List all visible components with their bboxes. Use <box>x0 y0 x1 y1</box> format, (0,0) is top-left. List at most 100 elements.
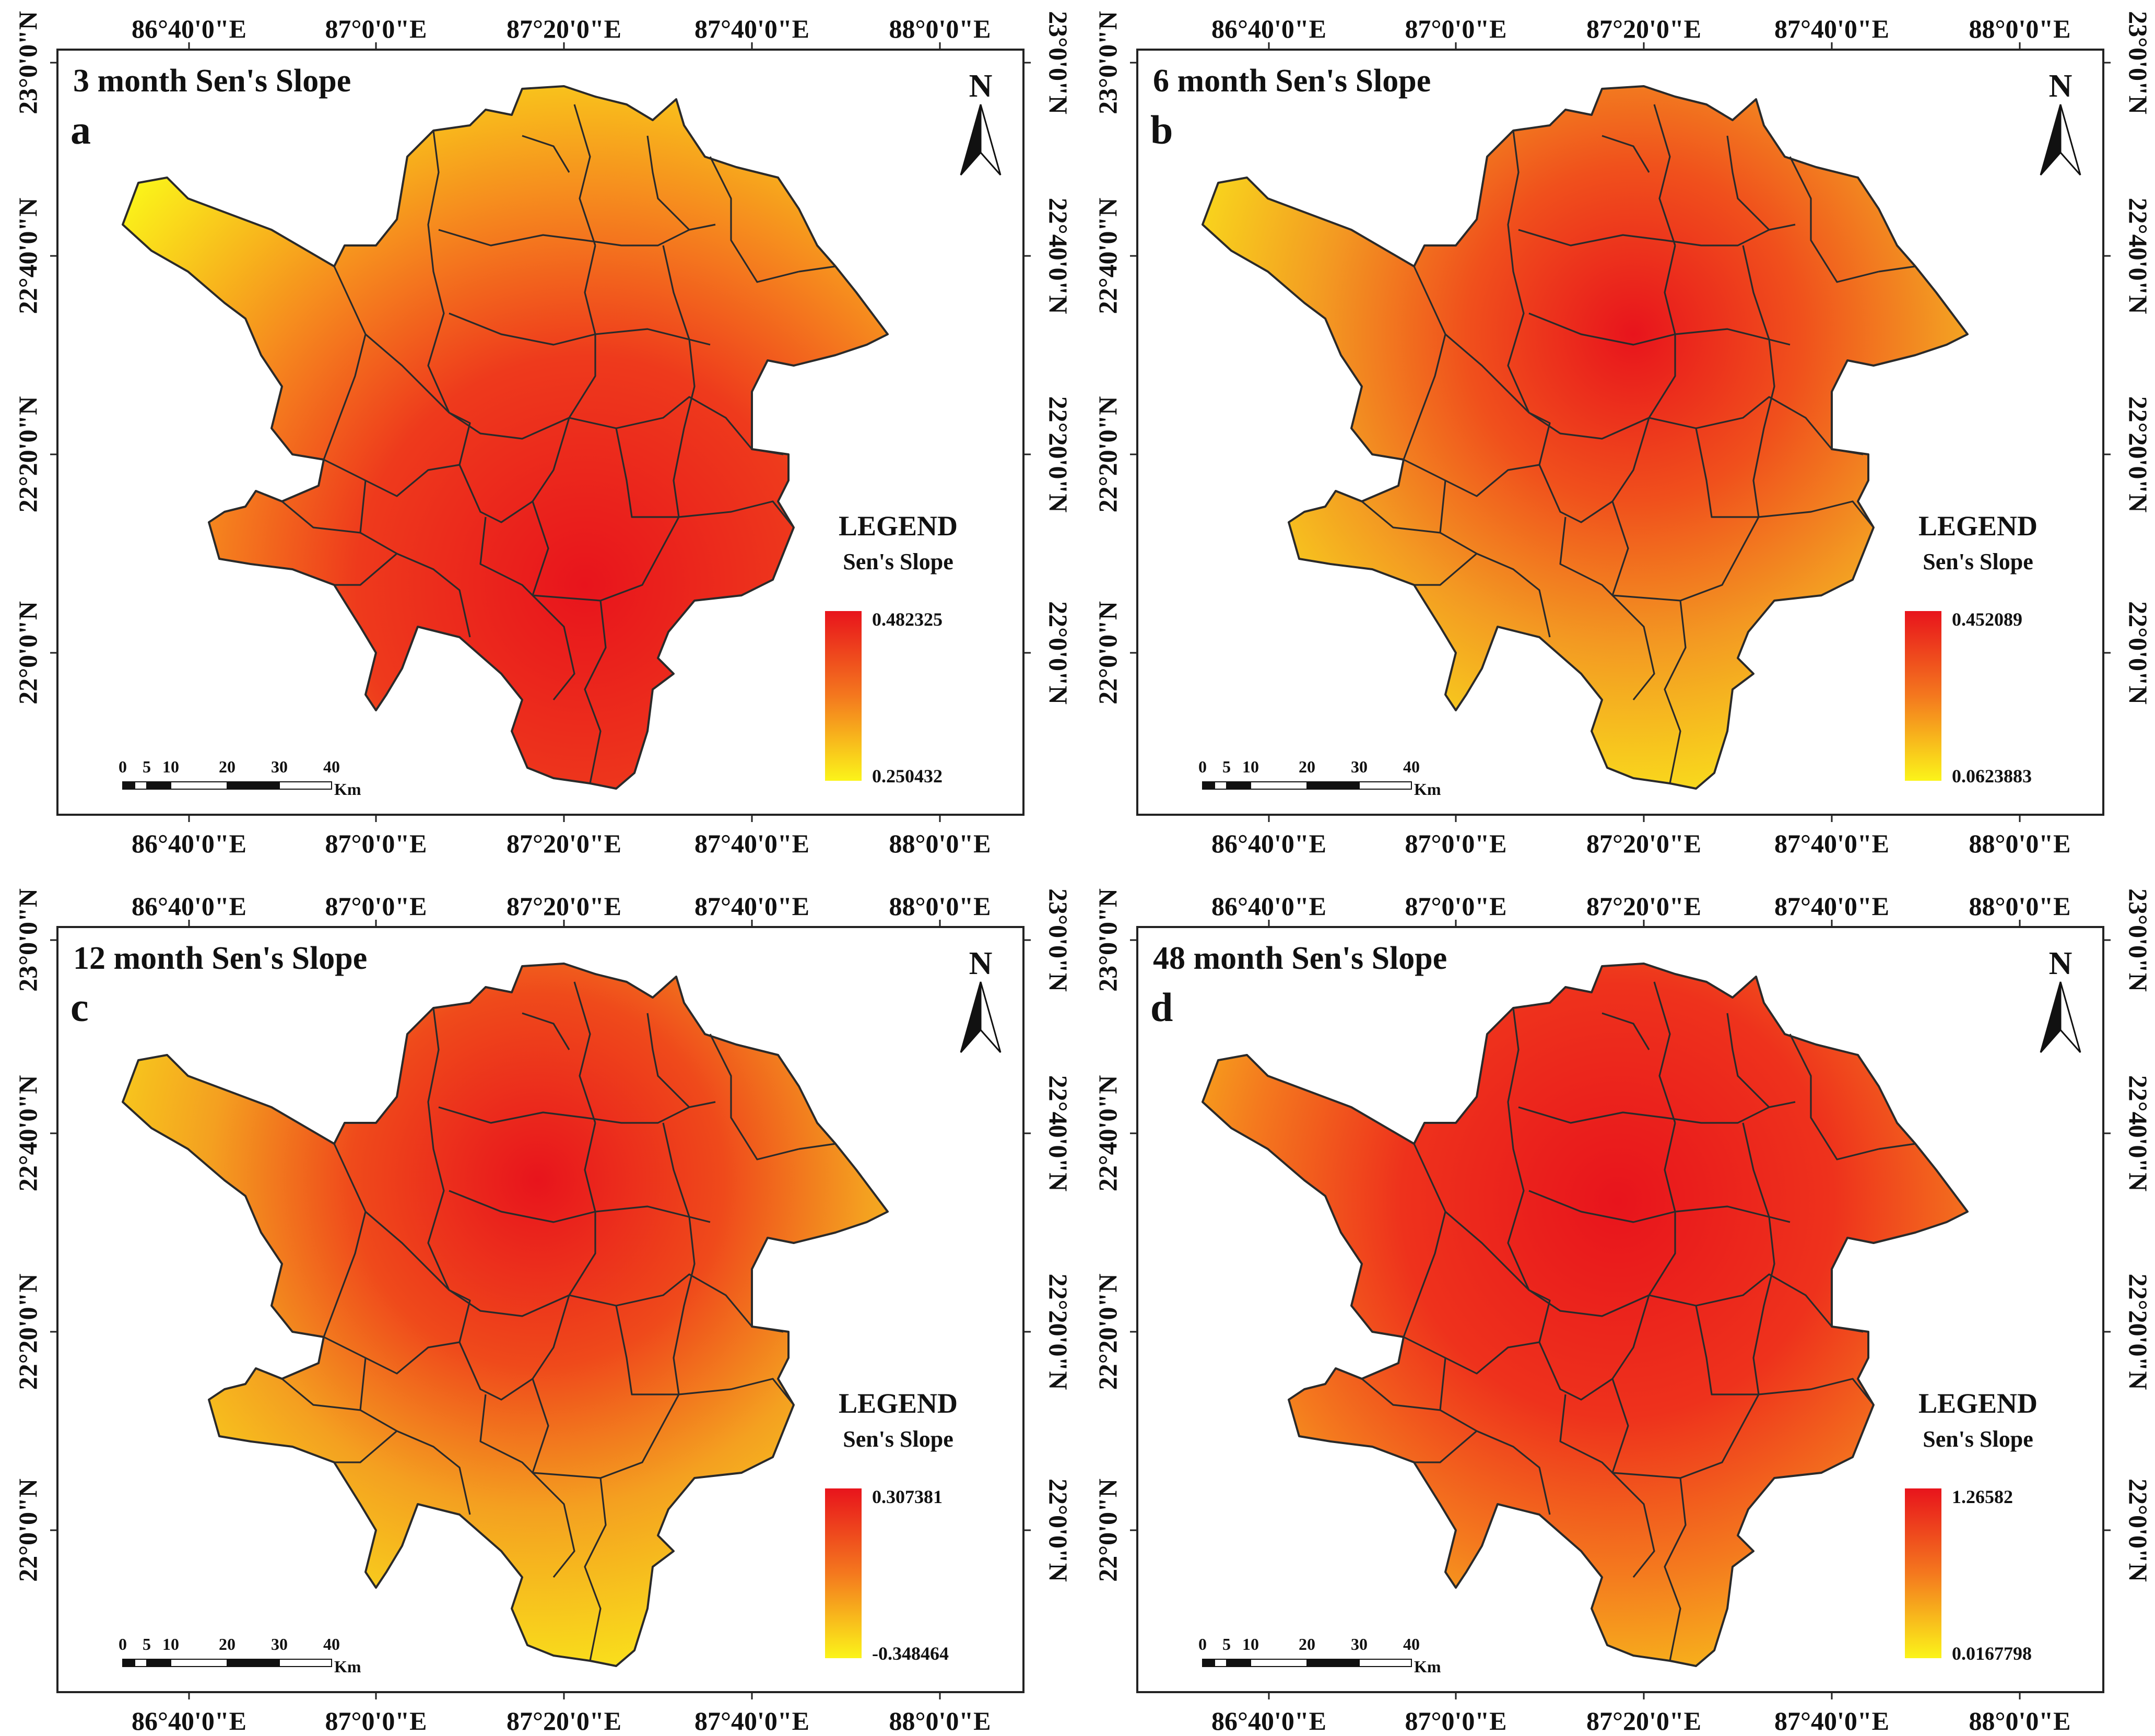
block-boundary <box>1439 480 1551 638</box>
lat-label-left: 22°40'0"N <box>1093 198 1122 314</box>
block-boundary <box>1444 1211 1530 1291</box>
panel-letter: a <box>70 107 91 153</box>
map-panel-c: 86°40'0"E 86°40'0"E 87°0'0"E 87°0'0"E 87°20'… <box>13 888 1073 1735</box>
scale-tick-label: 0 <box>119 757 127 776</box>
lat-label-left: 22°0'0"N <box>13 1479 42 1582</box>
block-boundary <box>1878 265 1916 273</box>
scale-tick-label: 5 <box>143 757 151 776</box>
lon-label-top: 86°40'0"E <box>132 14 246 43</box>
block-boundary <box>1831 1326 1864 1333</box>
lon-label-top: 87°40'0"E <box>694 892 809 921</box>
scale-tick-label: 10 <box>162 757 179 776</box>
lon-label-top: 88°0'0"E <box>889 892 991 921</box>
block-boundary <box>1361 1378 1441 1411</box>
lat-label-right: 22°40'0"N <box>1044 198 1073 314</box>
panel-title: 12 month Sen's Slope <box>73 941 367 976</box>
block-boundary <box>1414 1430 1478 1463</box>
panel-title: 6 month Sen's Slope <box>1153 63 1431 99</box>
lon-label-bottom: 88°0'0"E <box>889 1706 991 1735</box>
lon-label-bottom: 86°40'0"E <box>132 829 246 858</box>
block-boundary <box>709 156 799 283</box>
north-label: N <box>2049 946 2072 981</box>
map-frame <box>1136 49 2104 816</box>
scale-tick-label: 30 <box>1351 1635 1368 1653</box>
lon-label-bottom: 88°0'0"E <box>1969 829 2071 858</box>
lat-label-right: 23°0'0"N <box>2124 11 2153 114</box>
block-boundary <box>458 1342 533 1401</box>
block-boundary <box>1758 1378 1875 1405</box>
block-boundary <box>359 1357 471 1515</box>
lat-label-left: 22°20'0"N <box>1093 396 1122 513</box>
legend-heading: LEGEND <box>839 1388 958 1419</box>
block-boundary <box>1726 1013 1770 1108</box>
scale-unit: Km <box>334 1657 361 1676</box>
lon-label-top: 87°20'0"E <box>1586 14 1701 43</box>
lat-label-left: 23°0'0"N <box>13 888 42 992</box>
scale-tick-label: 30 <box>1351 757 1368 776</box>
lat-label-left: 23°0'0"N <box>1093 11 1122 114</box>
scale-tick-label: 20 <box>1299 757 1315 776</box>
panel-title: 3 month Sen's Slope <box>73 63 351 99</box>
legend-max-value: 0.482325 <box>872 609 943 630</box>
block-boundary <box>1758 500 1875 528</box>
lon-label-bottom: 87°20'0"E <box>507 829 621 858</box>
north-label: N <box>2049 68 2072 104</box>
lat-label-left: 22°20'0"N <box>1093 1274 1122 1390</box>
scale-tick-label: 10 <box>162 1635 179 1653</box>
block-boundary <box>615 428 679 518</box>
north-arrow-icon <box>2040 981 2081 1053</box>
block-boundary <box>798 1143 836 1150</box>
scale-tick-label: 20 <box>1299 1635 1315 1653</box>
scale-unit: Km <box>1414 780 1441 799</box>
lon-label-top: 87°0'0"E <box>1405 14 1507 43</box>
lat-label-left: 22°0'0"N <box>1093 1479 1122 1582</box>
lon-label-bottom: 88°0'0"E <box>889 829 991 858</box>
block-boundary <box>1518 1101 1796 1124</box>
lon-label-bottom: 87°20'0"E <box>1586 829 1701 858</box>
block-boundary <box>573 981 596 1123</box>
block-boundary <box>359 480 471 638</box>
block-boundary <box>751 448 784 455</box>
block-boundary <box>1742 245 1775 518</box>
block-boundary <box>532 1394 680 1479</box>
block-boundary <box>323 266 367 460</box>
scale-tick-label: 40 <box>323 1635 340 1653</box>
block-boundary <box>438 224 716 247</box>
block-boundary <box>522 1012 570 1050</box>
scale-bar <box>122 781 332 790</box>
lon-label-top: 87°40'0"E <box>1774 892 1889 921</box>
block-boundary <box>1439 1357 1551 1515</box>
map-frame <box>56 926 1024 1693</box>
block-boundary <box>427 1007 471 1343</box>
lon-label-top: 87°0'0"E <box>325 14 427 43</box>
block-boundary <box>1695 428 1759 518</box>
legend-min-value: -0.348464 <box>872 1643 949 1664</box>
lat-label-left: 22°20'0"N <box>13 396 42 513</box>
block-boundary <box>646 1013 690 1108</box>
lon-label-top: 86°40'0"E <box>1211 14 1326 43</box>
lat-label-right: 22°20'0"N <box>2124 1274 2153 1390</box>
block-boundary <box>323 459 460 497</box>
scale-unit: Km <box>1414 1657 1441 1676</box>
lat-label-left: 22°40'0"N <box>1093 1075 1122 1192</box>
block-boundary <box>1726 135 1770 231</box>
lon-label-bottom: 87°0'0"E <box>325 829 427 858</box>
lat-label-left: 22°0'0"N <box>13 601 42 705</box>
block-boundary <box>615 1305 679 1395</box>
block-boundary <box>1653 104 1676 246</box>
block-boundary <box>1403 459 1540 497</box>
lon-label-top: 87°20'0"E <box>507 14 621 43</box>
block-boundary <box>1612 1394 1760 1479</box>
panel-title: 48 month Sen's Slope <box>1153 941 1447 976</box>
block-boundary <box>678 500 795 528</box>
lon-label-top: 87°40'0"E <box>1774 14 1889 43</box>
block-boundary <box>364 1211 450 1291</box>
lat-label-right: 23°0'0"N <box>1044 11 1073 114</box>
block-boundary <box>1878 1143 1916 1150</box>
block-boundary <box>678 1378 795 1405</box>
lat-label-right: 22°20'0"N <box>1044 396 1073 513</box>
legend-subheading: Sen's Slope <box>843 1426 953 1452</box>
block-boundary <box>323 1336 460 1375</box>
lat-label-right: 22°0'0"N <box>1044 601 1073 705</box>
